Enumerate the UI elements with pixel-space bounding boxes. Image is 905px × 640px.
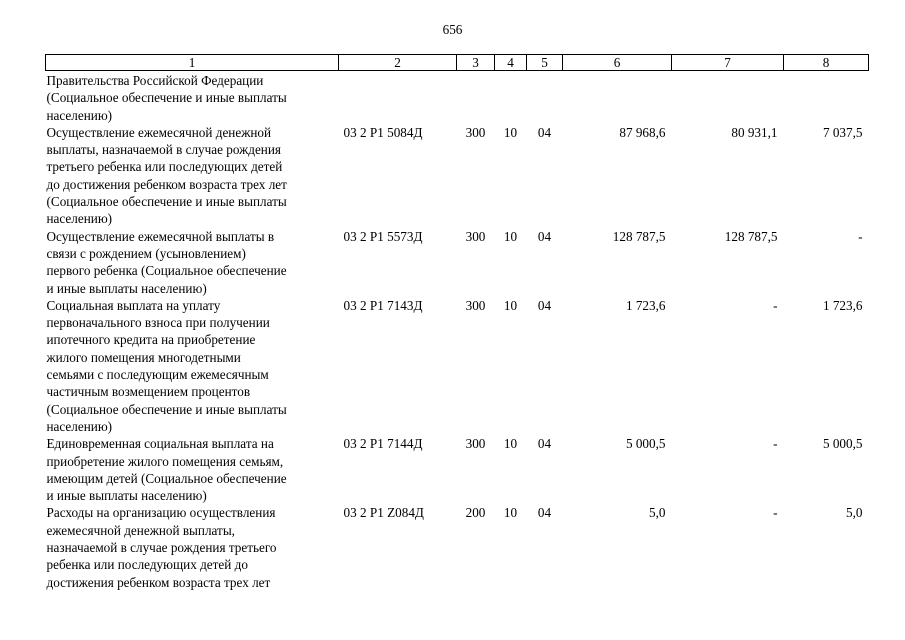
target-code: 03 2 P1 7143Д	[343, 297, 423, 313]
expense-type: 300	[465, 297, 486, 313]
section: 10	[503, 297, 518, 313]
target-code	[339, 71, 457, 124]
section: 10	[503, 505, 518, 521]
expense-type: 300	[465, 124, 486, 140]
amount-federal: -	[773, 297, 778, 313]
section: 10	[503, 124, 518, 140]
section: 10	[503, 228, 518, 244]
section	[495, 71, 527, 124]
amount-federal: -	[773, 436, 778, 452]
row-description: Социальная выплата на уплату первоначаль…	[46, 297, 287, 434]
table-row: Расходы на организацию осуществления еже…	[46, 504, 869, 590]
section: 10	[503, 436, 518, 452]
page-number: 656	[442, 22, 463, 37]
amount-total: 87 968,6	[619, 124, 666, 140]
amount-federal: 128 787,5	[724, 228, 778, 244]
amount-total: 5,0	[649, 505, 666, 521]
row-description: Единовременная социальная выплата на при…	[46, 436, 287, 504]
amount-regional: 5,0	[846, 505, 863, 521]
subsection	[527, 71, 563, 124]
target-code: 03 2 P1 7144Д	[343, 436, 423, 452]
table-row: Правительства Российской Федерации (Соци…	[46, 71, 869, 124]
table-row: Осуществление ежемесячной денежной выпла…	[46, 124, 869, 228]
amount-total: 5 000,5	[625, 436, 666, 452]
amount-federal	[672, 71, 784, 124]
table-row: Социальная выплата на уплату первоначаль…	[46, 297, 869, 435]
column-header: 1	[45, 54, 339, 71]
subsection: 04	[537, 297, 552, 313]
target-code: 03 2 P1 5084Д	[343, 124, 423, 140]
amount-total: 1 723,6	[625, 297, 666, 313]
row-description: Правительства Российской Федерации (Соци…	[46, 73, 287, 123]
target-code: 03 2 P1 Z084Д	[343, 505, 424, 521]
expense-type	[457, 71, 495, 124]
amount-federal: -	[773, 505, 778, 521]
row-description: Расходы на организацию осуществления еже…	[46, 505, 277, 590]
column-header: 4	[494, 54, 527, 71]
row-description: Осуществление ежемесячной денежной выпла…	[46, 124, 287, 227]
amount-regional	[784, 71, 869, 124]
subsection: 04	[537, 505, 552, 521]
column-header: 3	[456, 54, 495, 71]
expense-type: 200	[465, 505, 486, 521]
expense-type: 300	[465, 436, 486, 452]
table-row: Единовременная социальная выплата на при…	[46, 435, 869, 504]
column-header: 5	[526, 54, 563, 71]
row-description: Осуществление ежемесячной выплаты в связ…	[46, 228, 287, 296]
column-header: 2	[338, 54, 457, 71]
column-header: 6	[562, 54, 672, 71]
column-header: 7	[671, 54, 784, 71]
amount-total	[563, 71, 672, 124]
amount-regional: 7 037,5	[822, 124, 863, 140]
column-header: 8	[783, 54, 869, 71]
amount-regional: 5 000,5	[822, 436, 863, 452]
amount-regional: 1 723,6	[822, 297, 863, 313]
table-row: Осуществление ежемесячной выплаты в связ…	[46, 228, 869, 297]
subsection: 04	[537, 228, 552, 244]
amount-total: 128 787,5	[612, 228, 666, 244]
amount-federal: 80 931,1	[731, 124, 778, 140]
target-code: 03 2 P1 5573Д	[343, 228, 423, 244]
subsection: 04	[537, 124, 552, 140]
subsection: 04	[537, 436, 552, 452]
amount-regional: -	[858, 228, 863, 244]
expense-type: 300	[465, 228, 486, 244]
